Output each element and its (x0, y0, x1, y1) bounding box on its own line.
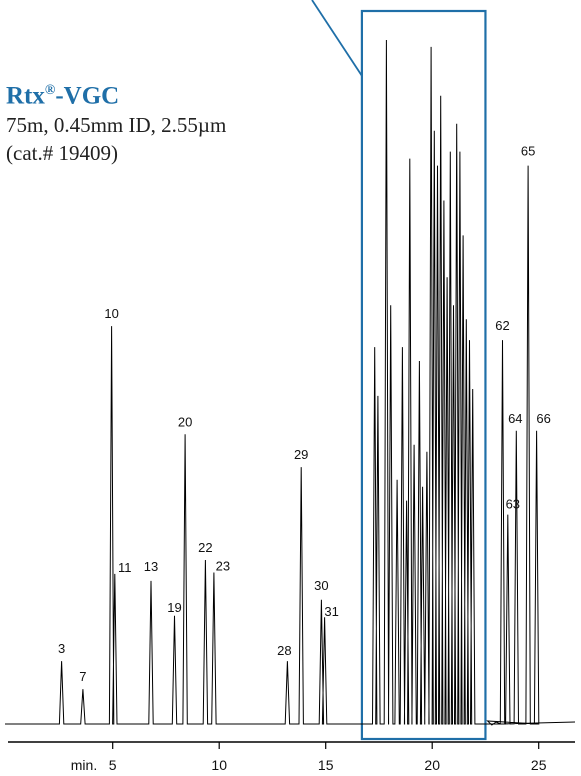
peak-label: 65 (521, 144, 535, 159)
x-tick-label: 15 (318, 757, 334, 773)
peak-label: 63 (506, 497, 520, 512)
peak-label: 11 (118, 560, 132, 575)
x-axis-title: min. (71, 757, 97, 773)
peak-label: 13 (144, 559, 158, 574)
column-name: Rtx®-VGC (6, 82, 120, 110)
x-tick-label: 10 (211, 757, 227, 773)
peak-label: 30 (314, 578, 328, 593)
x-axis: min. 5 10 15 20 25 (8, 741, 575, 773)
x-tick-label: 20 (424, 757, 440, 773)
column-spec-dimensions: 75m, 0.45mm ID, 2.55µm (6, 113, 227, 138)
peak-label: 62 (495, 318, 509, 333)
peak-label: 22 (198, 540, 212, 555)
highlight-pointer-line (311, 0, 363, 77)
peak-label: 10 (104, 306, 118, 321)
peak-label: 20 (178, 414, 192, 429)
highlight-layer (311, 0, 487, 741)
x-tick-label: 5 (109, 757, 117, 773)
chromatogram-trace (5, 39, 576, 726)
peak-labels-layer: 37 10 11 13 19 20 22 23 28 29 30 31 62 63 64 65 66 (58, 144, 551, 684)
peak-label: 7 (79, 669, 86, 684)
peak-label: 28 (277, 643, 291, 658)
column-title-block: Rtx®-VGC 75m, 0.45mm ID, 2.55µm (cat.# 1… (6, 76, 226, 167)
peak-label: 19 (167, 600, 181, 615)
peak-label: 31 (324, 604, 338, 619)
peak-label: 3 (58, 641, 65, 656)
peak-label: 29 (294, 447, 308, 462)
column-catalog-number: (cat.# 19409) (6, 141, 118, 166)
x-tick-label: 25 (531, 757, 547, 773)
highlight-window (360, 9, 487, 741)
peak-label: 64 (508, 411, 522, 426)
peak-label: 23 (216, 559, 230, 574)
peak-label: 66 (536, 411, 550, 426)
